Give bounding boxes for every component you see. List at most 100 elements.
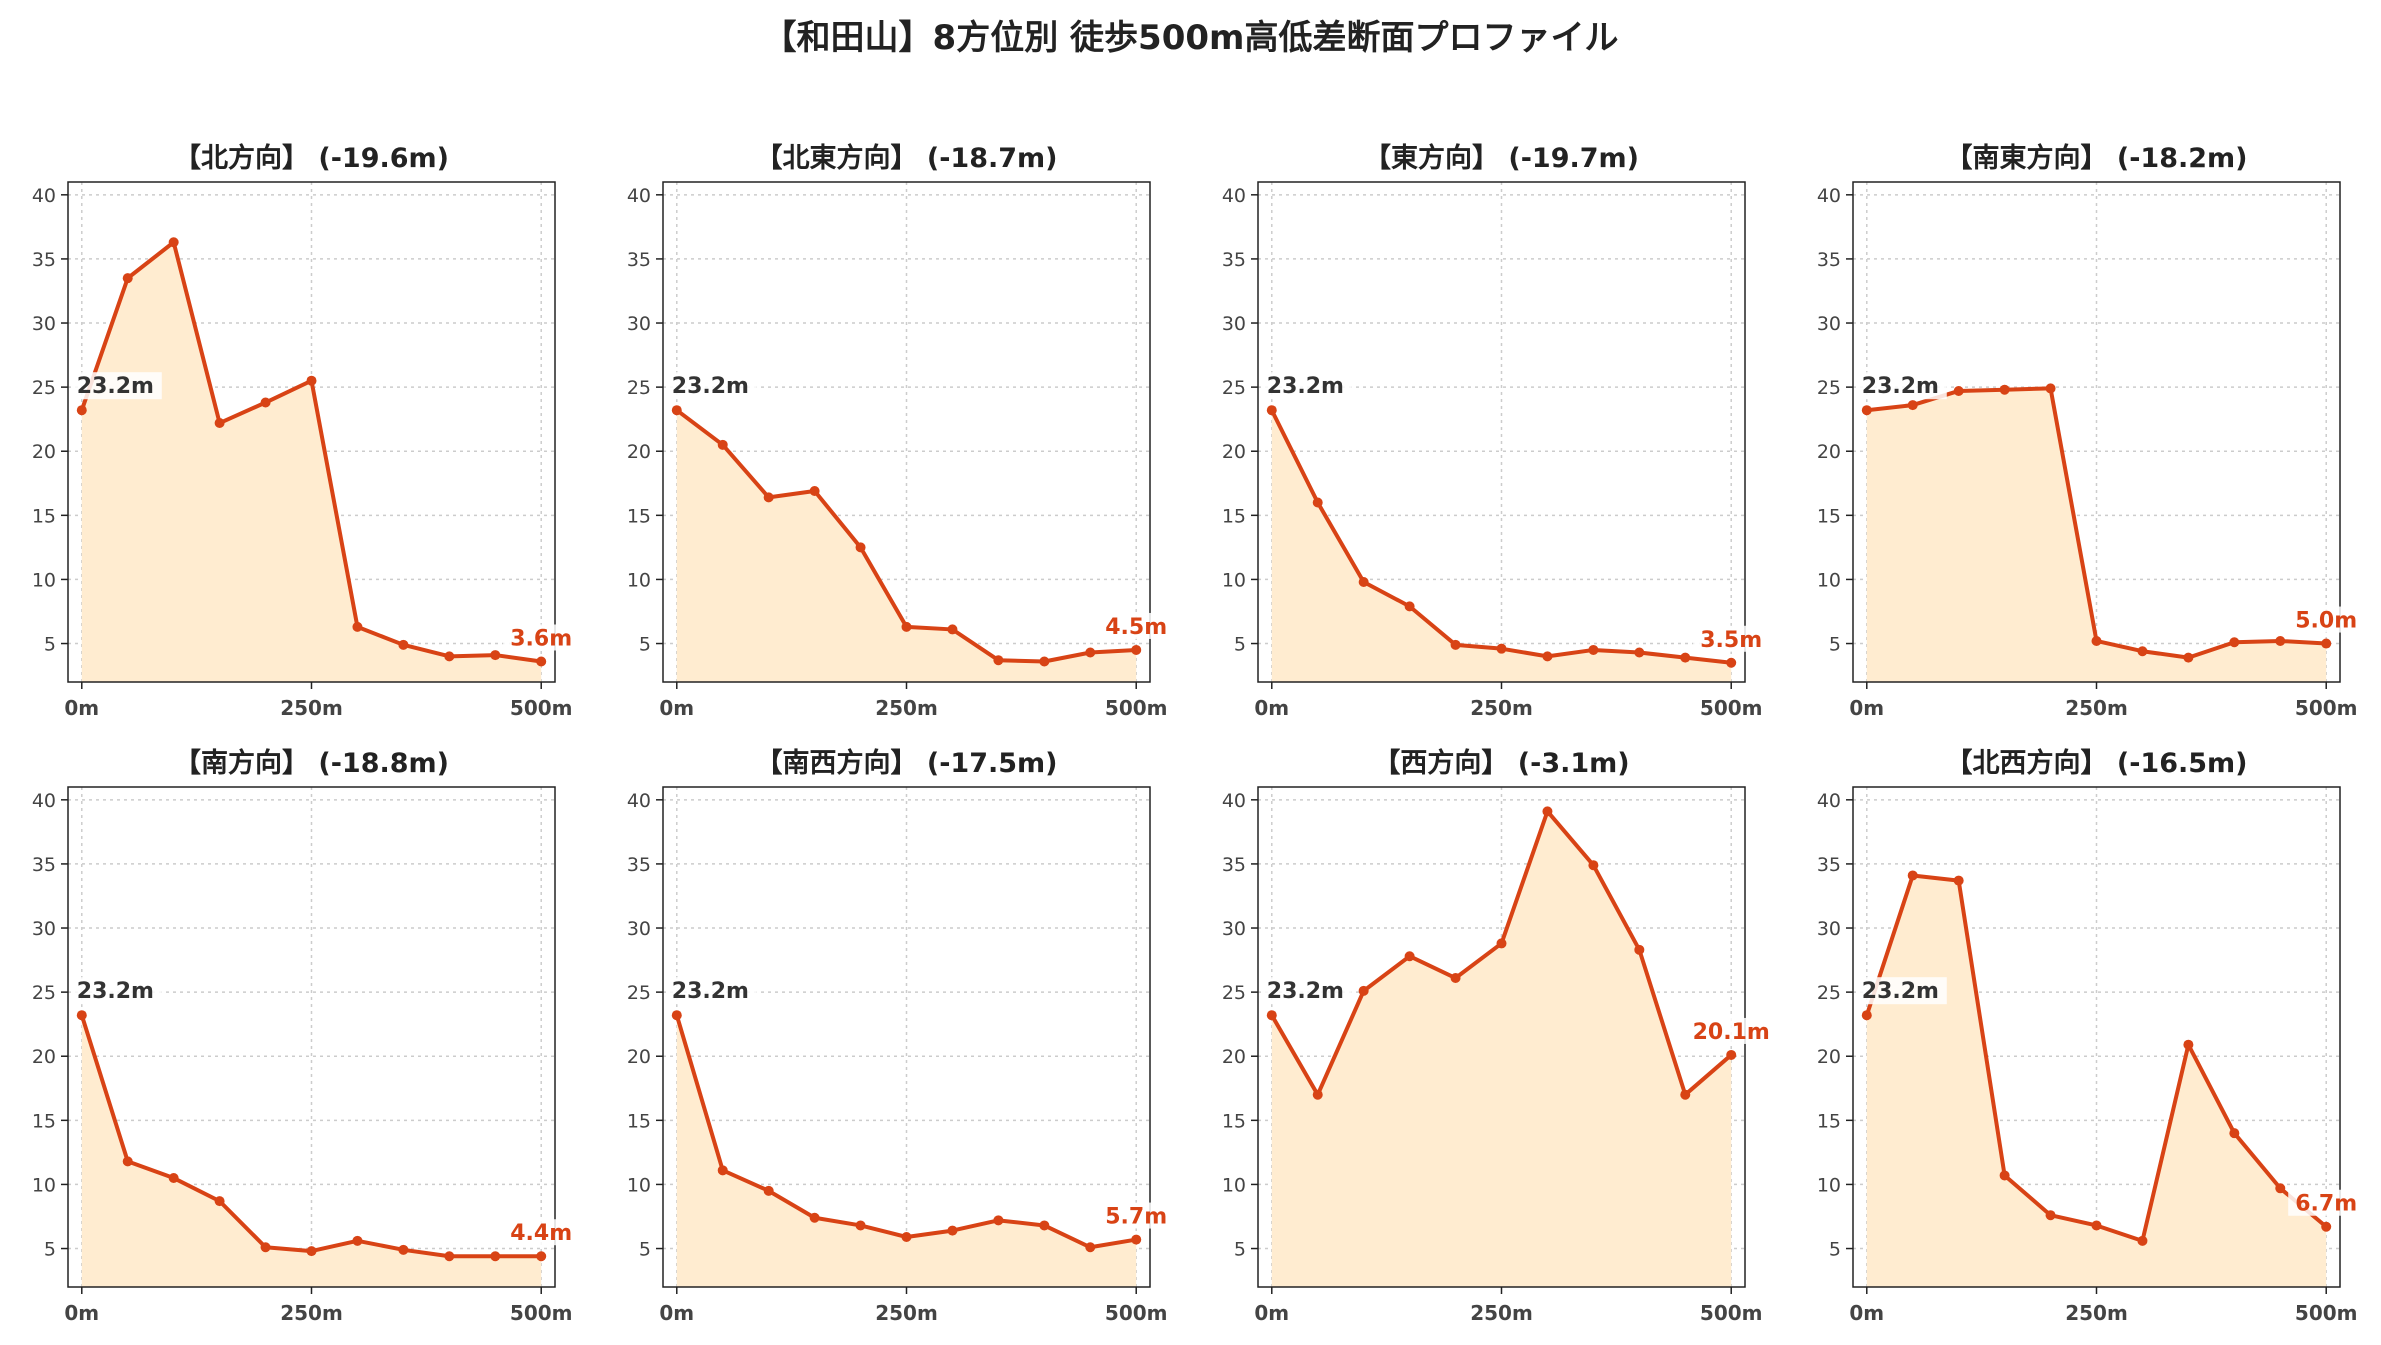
data-point <box>1726 1049 1737 1060</box>
data-point <box>855 542 866 553</box>
data-point <box>809 485 820 496</box>
start-label-background <box>73 977 162 1005</box>
data-point <box>1542 651 1553 662</box>
y-tick-label: 15 <box>32 505 56 527</box>
chart-svg: 5 10 15 20 25 30 35 40 0m 250m 500m 23.2m 20.1m <box>1222 786 1770 1325</box>
end-label-background <box>1098 1202 1173 1229</box>
data-point <box>1588 860 1599 871</box>
area-fill <box>1271 811 1732 1287</box>
end-value-label: 5.7m <box>1105 1205 1167 1230</box>
data-point <box>1953 385 1964 396</box>
x-tick-label: 0m <box>1849 1301 1884 1325</box>
y-tick-label: 30 <box>627 918 651 940</box>
y-tick-label: 15 <box>1817 505 1841 527</box>
data-point <box>1634 647 1645 658</box>
x-tick-label: 500m <box>510 696 573 720</box>
y-tick-label: 30 <box>32 313 56 335</box>
y-tick-label: 15 <box>1222 505 1246 527</box>
y-tick-label: 35 <box>1817 854 1841 876</box>
y-tick-label: 5 <box>1234 634 1246 656</box>
data-point <box>2229 637 2240 648</box>
chart-svg: 5 10 15 20 25 30 35 40 0m 250m 500m 23.2m 6.7m <box>1817 786 2363 1325</box>
x-tick-label: 250m <box>280 696 343 720</box>
end-label-background <box>1693 1017 1768 1044</box>
start-label-background <box>73 372 162 400</box>
data-point <box>1588 644 1599 655</box>
y-tick-label: 10 <box>627 569 651 591</box>
y-tick-label: 40 <box>627 790 651 812</box>
y-tick-label: 10 <box>1817 1174 1841 1196</box>
figure-title: 【和田山】8方位別 徒歩500m高低差断面プロファイル <box>762 18 1619 58</box>
end-label-background <box>1098 612 1173 639</box>
chart-panel: 【南方向】 (-18.8m) 5 10 15 20 25 30 35 40 0m 250m 500m 2… <box>0 605 595 1325</box>
panel-title: 【南東方向】 (-18.2m) <box>1945 143 2248 174</box>
data-point <box>352 621 363 632</box>
area-fill <box>676 410 1137 682</box>
y-tick-label: 40 <box>627 185 651 207</box>
x-tick-label: 250m <box>875 696 938 720</box>
data-point <box>1496 938 1507 949</box>
data-point <box>1085 647 1096 658</box>
y-tick-label: 20 <box>1817 441 1841 463</box>
y-tick-label: 5 <box>1829 1239 1841 1261</box>
data-point <box>671 1010 682 1021</box>
y-tick-label: 15 <box>1817 1110 1841 1132</box>
end-label-background <box>503 624 578 651</box>
data-point <box>444 651 455 662</box>
data-point <box>2137 646 2148 657</box>
data-point <box>901 1232 912 1242</box>
chart-panel: 【東方向】 (-19.7m) 5 10 15 20 25 30 35 40 0m 250m 500m 2… <box>1190 0 1785 720</box>
data-point <box>763 492 774 503</box>
y-tick-label: 35 <box>627 249 651 271</box>
panel-title: 【東方向】 (-19.7m) <box>1363 143 1640 174</box>
y-tick-label: 5 <box>639 634 651 656</box>
y-tick-label: 40 <box>1817 185 1841 207</box>
y-tick-label: 20 <box>1222 1046 1246 1068</box>
y-tick-label: 25 <box>1222 377 1246 399</box>
data-point <box>2321 1221 2332 1232</box>
panel-title: 【北方向】 (-19.6m) <box>173 143 450 174</box>
y-tick-label: 10 <box>1222 1174 1246 1196</box>
panel-title: 【北東方向】 (-18.7m) <box>755 143 1058 174</box>
y-tick-label: 25 <box>32 982 56 1004</box>
x-tick-label: 0m <box>1849 696 1884 720</box>
start-label-background <box>1858 372 1947 400</box>
data-point <box>901 621 912 632</box>
x-tick-label: 500m <box>1700 696 1763 720</box>
data-point <box>2183 1039 2194 1050</box>
data-point <box>1404 601 1415 612</box>
x-tick-label: 0m <box>659 696 694 720</box>
y-tick-label: 15 <box>627 1110 651 1132</box>
y-tick-label: 30 <box>1817 918 1841 940</box>
start-label-background <box>668 977 757 1005</box>
y-tick-label: 15 <box>627 505 651 527</box>
data-point <box>490 1251 501 1262</box>
y-tick-label: 5 <box>1234 1239 1246 1261</box>
y-tick-label: 10 <box>32 1174 56 1196</box>
y-tick-label: 20 <box>1817 1046 1841 1068</box>
data-point <box>398 1244 409 1255</box>
data-point <box>1266 405 1277 416</box>
data-point <box>763 1185 774 1196</box>
data-point <box>536 656 547 667</box>
data-point <box>1953 875 1964 886</box>
x-tick-label: 0m <box>1254 696 1289 720</box>
data-point <box>490 650 501 661</box>
y-tick-label: 15 <box>1222 1110 1246 1132</box>
y-tick-label: 35 <box>32 249 56 271</box>
area-fill <box>1866 388 2327 682</box>
y-tick-label: 5 <box>44 634 56 656</box>
start-value-label: 23.2m <box>77 374 154 399</box>
x-tick-label: 250m <box>1470 1301 1533 1325</box>
data-point <box>214 1196 225 1207</box>
end-value-label: 5.0m <box>2295 609 2357 634</box>
data-point <box>2137 1235 2148 1246</box>
y-tick-label: 25 <box>1817 377 1841 399</box>
y-tick-label: 40 <box>32 790 56 812</box>
end-value-label: 6.7m <box>2295 1192 2357 1217</box>
panel-title: 【南方向】 (-18.8m) <box>173 748 450 779</box>
x-tick-label: 250m <box>1470 696 1533 720</box>
data-point <box>717 1165 728 1176</box>
chart-panel: 【北西方向】 (-16.5m) 5 10 15 20 25 30 35 40 0m 250m 500m… <box>1785 605 2380 1325</box>
y-tick-label: 30 <box>1222 918 1246 940</box>
